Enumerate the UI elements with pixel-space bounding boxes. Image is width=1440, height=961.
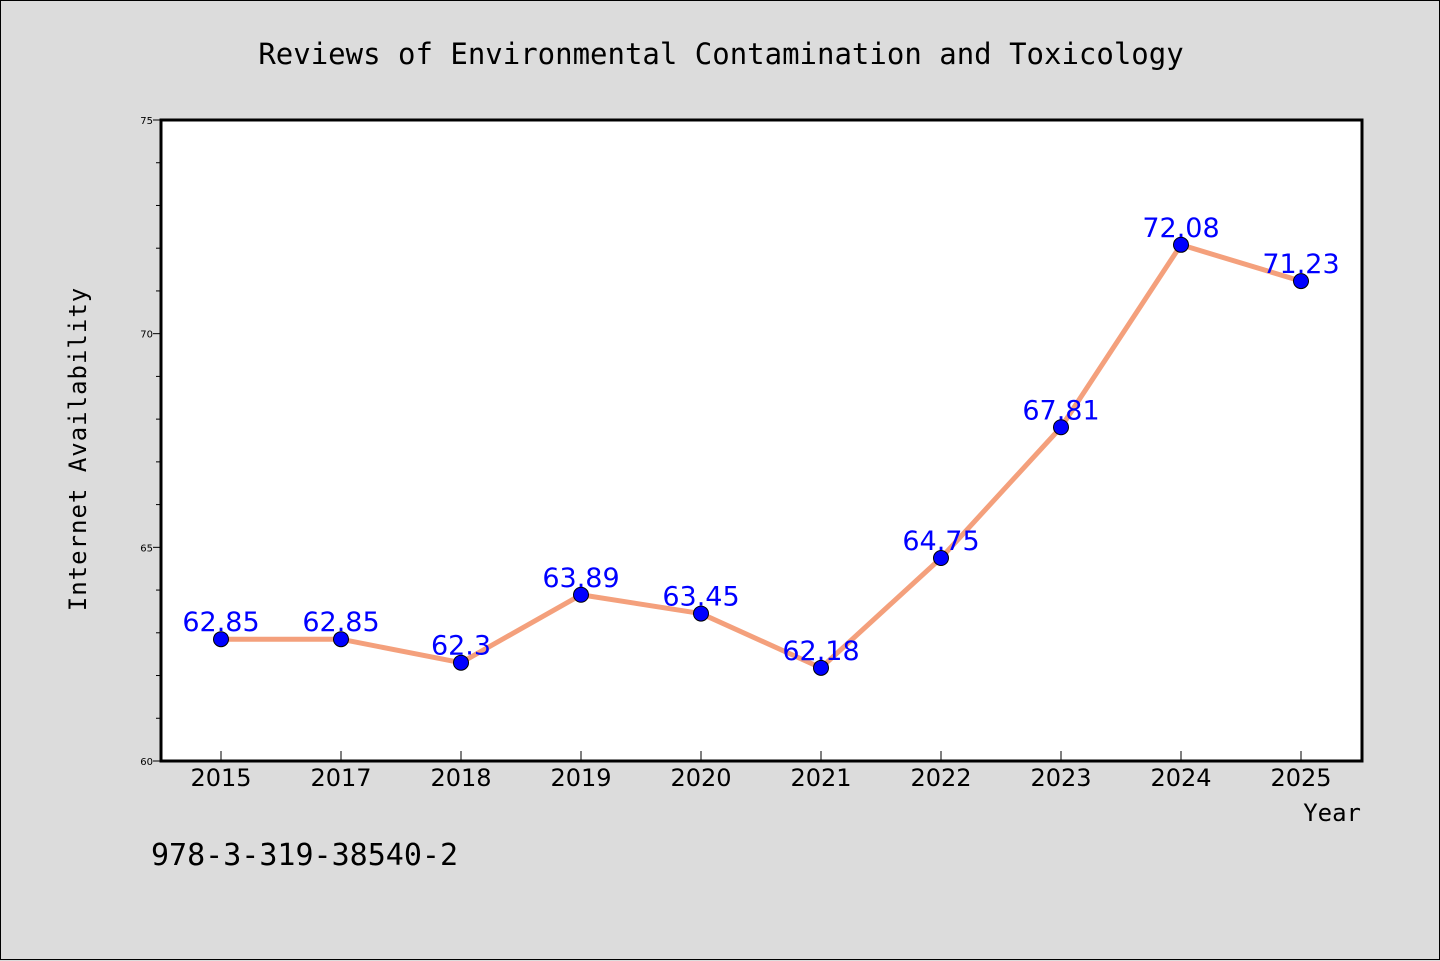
- data-point-marker: [573, 586, 589, 603]
- data-point-marker: [1293, 273, 1309, 290]
- series-line: [218, 242, 1304, 671]
- x-tick-label: 2022: [910, 764, 971, 792]
- data-point-marker: [333, 631, 349, 648]
- x-tick-label: 2017: [310, 764, 371, 792]
- data-point-marker: [453, 654, 469, 671]
- x-tick-label: 2015: [190, 764, 251, 792]
- y-axis: 60 65 70 75: [140, 116, 161, 768]
- y-tick-label: 70: [140, 330, 153, 341]
- x-tick-label: 2018: [430, 764, 491, 792]
- data-label: 63.45: [662, 582, 739, 613]
- x-tick-label: 2024: [1150, 764, 1211, 792]
- data-label: 62.85: [182, 607, 259, 638]
- y-axis-label: Internet Availability: [64, 287, 92, 611]
- plot-area: [159, 118, 1364, 763]
- data-point-marker: [933, 550, 949, 567]
- x-axis: 2015 2017 2018 2019 2020 2021 2022 2023 2024 2025: [190, 751, 1332, 792]
- series-line-group: 62.85 62.85 62.3 63.89 63.45 62.18 64.75 67.81 7…: [182, 213, 1340, 676]
- x-tick-label: 2025: [1270, 764, 1331, 792]
- x-tick-label: 2019: [550, 764, 611, 792]
- data-label: 62.3: [431, 631, 491, 662]
- x-axis-label: Year: [1303, 799, 1361, 827]
- data-label: 63.89: [542, 563, 619, 594]
- data-label: 62.85: [302, 607, 379, 638]
- data-point-marker: [1053, 419, 1069, 436]
- footer-isbn: 978-3-319-38540-2: [151, 838, 458, 873]
- data-point-marker: [213, 631, 229, 648]
- y-tick-label: 75: [140, 116, 153, 127]
- data-label: 72.08: [1142, 213, 1219, 244]
- data-label: 64.75: [902, 526, 979, 557]
- data-point-marker: [693, 605, 709, 622]
- x-tick-label: 2023: [1030, 764, 1091, 792]
- data-point-marker: [813, 659, 829, 676]
- data-label: 62.18: [782, 636, 859, 667]
- y-tick-label: 60: [140, 757, 153, 768]
- data-label: 71.23: [1262, 249, 1339, 280]
- data-label: 67.81: [1022, 395, 1099, 426]
- y-tick-label: 65: [140, 543, 153, 554]
- x-tick-label: 2021: [790, 764, 851, 792]
- x-tick-label: 2020: [670, 764, 731, 792]
- chart-title: Reviews of Environmental Contamination a…: [258, 37, 1183, 71]
- data-point-marker: [1173, 236, 1189, 253]
